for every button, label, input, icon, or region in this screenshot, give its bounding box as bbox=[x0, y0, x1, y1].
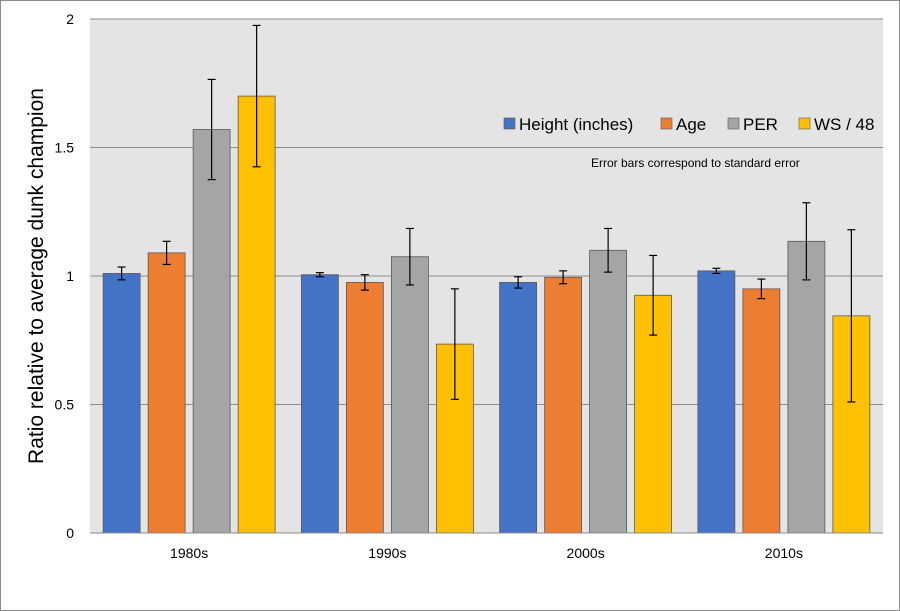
bar bbox=[237, 95, 276, 534]
error-bar bbox=[117, 266, 126, 281]
error-bar bbox=[360, 274, 369, 291]
legend-item: WS / 48 bbox=[798, 115, 874, 134]
legend: Height (inches) Age PER WS / 48 bbox=[503, 115, 874, 134]
error-bar bbox=[712, 267, 721, 275]
y-tick-label: 1 bbox=[66, 268, 74, 284]
error-bar bbox=[315, 272, 324, 278]
bar bbox=[544, 276, 583, 534]
legend-item: PER bbox=[727, 115, 778, 134]
y-tick-label: 0.5 bbox=[55, 397, 75, 413]
legend-item: Age bbox=[660, 115, 706, 134]
bar bbox=[300, 274, 339, 534]
bar bbox=[697, 270, 736, 534]
error-bar bbox=[649, 254, 658, 336]
error-bar bbox=[604, 227, 613, 273]
bar bbox=[345, 282, 384, 534]
error-bar bbox=[802, 202, 811, 281]
bar bbox=[499, 282, 538, 534]
y-axis-label: Ratio relative to average dunk champion bbox=[25, 88, 48, 464]
x-axis-ticks: 1980s 1990s 2000s 2010s bbox=[90, 532, 883, 561]
x-tick-label: 1980s bbox=[170, 545, 208, 561]
error-bar-note: Error bars correspond to standard error bbox=[591, 156, 800, 170]
legend-item: Height (inches) bbox=[503, 115, 633, 134]
error-bar bbox=[559, 270, 568, 285]
y-tick-label: 1.5 bbox=[55, 140, 75, 156]
legend-swatch bbox=[798, 117, 811, 130]
x-tick-label: 2010s bbox=[765, 545, 803, 561]
y-tick-label: 2 bbox=[66, 11, 74, 27]
error-bar bbox=[847, 229, 856, 403]
x-tick-label: 2000s bbox=[567, 545, 605, 561]
bar bbox=[589, 249, 628, 534]
y-axis-ticks: 0 0.5 1 1.5 2 bbox=[55, 11, 75, 541]
bar bbox=[742, 288, 781, 534]
bars bbox=[102, 95, 871, 534]
bar bbox=[192, 129, 231, 534]
legend-swatch bbox=[727, 117, 740, 130]
legend-label: Height (inches) bbox=[519, 115, 633, 134]
bar bbox=[390, 256, 429, 534]
legend-label: WS / 48 bbox=[814, 115, 874, 134]
y-tick-label: 0 bbox=[66, 525, 74, 541]
error-bar bbox=[252, 24, 261, 168]
legend-label: PER bbox=[743, 115, 778, 134]
error-bar bbox=[162, 240, 171, 266]
error-bar bbox=[757, 278, 766, 300]
bar bbox=[147, 252, 186, 534]
error-bar bbox=[514, 276, 523, 289]
bar bbox=[102, 273, 141, 534]
error-bar bbox=[450, 288, 459, 400]
legend-swatch bbox=[660, 117, 673, 130]
error-bar bbox=[405, 227, 414, 286]
error-bars bbox=[117, 24, 856, 403]
bar bbox=[787, 240, 826, 534]
legend-label: Age bbox=[676, 115, 706, 134]
legend-swatch bbox=[503, 117, 516, 130]
error-bar bbox=[207, 78, 216, 181]
x-tick-label: 1990s bbox=[368, 545, 406, 561]
